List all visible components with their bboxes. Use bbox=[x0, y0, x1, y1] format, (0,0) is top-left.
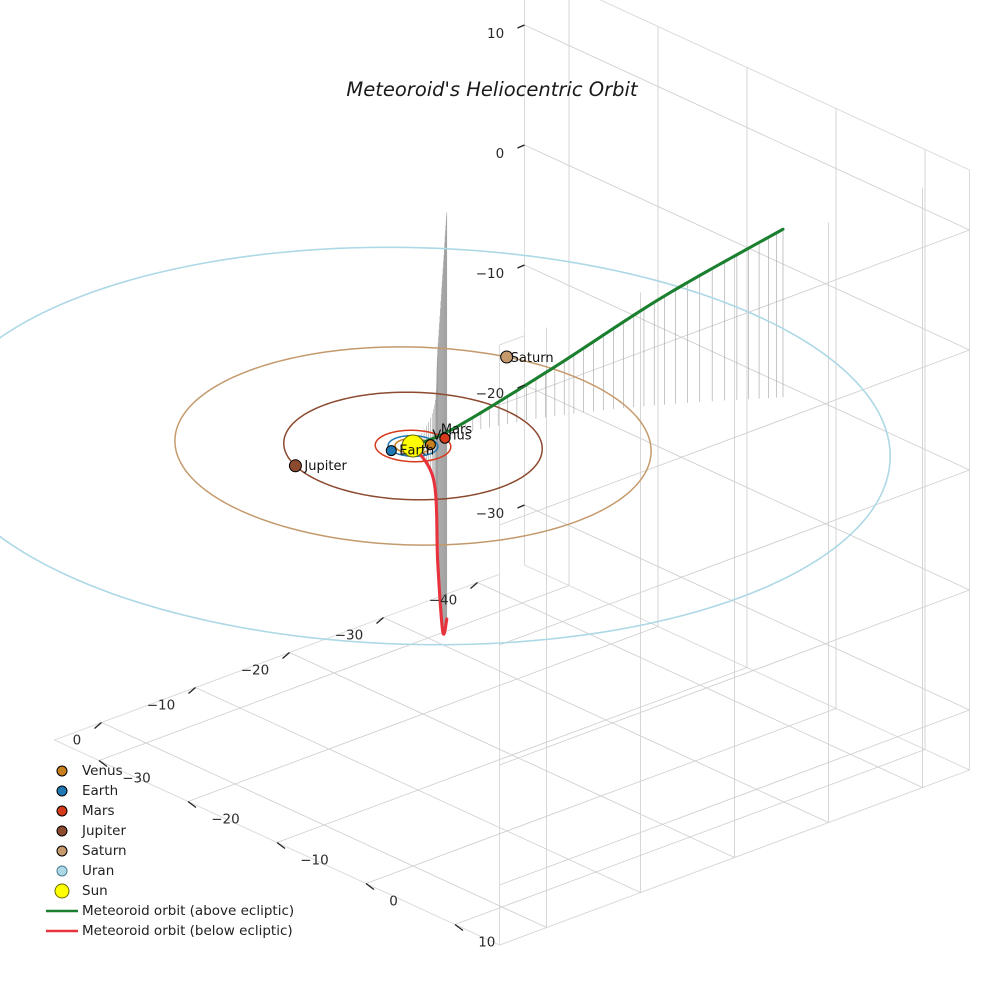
legend[interactable]: Venus Earth Mars Jupiter Saturn Uran Sun Meteor… bbox=[46, 763, 294, 939]
y-tick-label: −30 bbox=[122, 770, 151, 786]
planet-marker-sun bbox=[401, 434, 425, 458]
planet-marker-earth: Earth bbox=[385, 444, 434, 459]
legend-item-label: Venus bbox=[82, 763, 123, 779]
legend-item[interactable]: Sun bbox=[54, 883, 108, 899]
planet-marker-mars: Mars bbox=[439, 422, 473, 444]
x-tick-label: −30 bbox=[335, 627, 364, 643]
meteoroid-orbit-traces bbox=[411, 227, 785, 636]
legend-item[interactable]: Saturn bbox=[56, 843, 127, 859]
y-tick-label: 10 bbox=[478, 934, 495, 950]
planet-label-saturn: Saturn bbox=[511, 351, 554, 366]
x-tick-label: 0 bbox=[73, 732, 82, 748]
legend-item[interactable]: Meteoroid orbit (above ecliptic) bbox=[46, 903, 294, 919]
legend-marker-icon bbox=[56, 865, 68, 877]
legend-marker-icon bbox=[56, 845, 68, 857]
page-title: Meteoroid's Heliocentric Orbit bbox=[346, 78, 639, 101]
planet-marker-saturn: Saturn bbox=[500, 350, 554, 366]
x-tick-label: −20 bbox=[241, 662, 270, 678]
axis-ticks: −40 −30 −20 −10 0 10 0 −10 −20 −30 10 0 −10 −20 −30 bbox=[73, 24, 525, 950]
legend-item[interactable]: Uran bbox=[56, 863, 114, 879]
y-tick-label: −10 bbox=[300, 852, 329, 868]
z-tick-label: −10 bbox=[476, 266, 505, 282]
axes-panes bbox=[53, 0, 971, 946]
z-tick-label: −30 bbox=[476, 506, 505, 522]
legend-item-label: Sun bbox=[82, 883, 108, 899]
y-tick-label: −20 bbox=[211, 811, 240, 827]
meteoroid-above-ecliptic-trace bbox=[411, 227, 785, 448]
x-tick-label: −10 bbox=[147, 697, 176, 713]
legend-marker-icon bbox=[54, 883, 70, 899]
legend-item-label: Mars bbox=[82, 803, 115, 819]
y-tick-label: 0 bbox=[389, 893, 398, 909]
planet-label-earth: Earth bbox=[399, 444, 434, 459]
z-tick-label: 0 bbox=[496, 146, 505, 162]
axes-grid bbox=[98, 0, 970, 928]
legend-marker-icon bbox=[56, 785, 68, 797]
legend-item-label: Saturn bbox=[82, 843, 127, 859]
z-tick-label: 10 bbox=[487, 26, 504, 42]
meteoroid-below-ecliptic-trace bbox=[411, 444, 449, 636]
legend-item-label: Earth bbox=[82, 783, 118, 799]
legend-item-label: Meteoroid orbit (below ecliptic) bbox=[82, 923, 293, 939]
planet-label-mars: Mars bbox=[441, 422, 473, 437]
legend-item-label: Jupiter bbox=[81, 823, 126, 839]
legend-marker-icon bbox=[56, 825, 68, 837]
legend-item[interactable]: Earth bbox=[56, 783, 118, 799]
z-tick-label: −20 bbox=[476, 386, 505, 402]
legend-item[interactable]: Venus bbox=[56, 763, 123, 779]
legend-marker-icon bbox=[56, 765, 68, 777]
legend-item[interactable]: Jupiter bbox=[56, 823, 126, 839]
legend-item[interactable]: Mars bbox=[56, 803, 115, 819]
planet-label-jupiter: Jupiter bbox=[303, 459, 347, 474]
legend-item[interactable]: Meteoroid orbit (below ecliptic) bbox=[46, 923, 293, 939]
legend-item-label: Uran bbox=[82, 863, 114, 879]
x-tick-label: −40 bbox=[429, 592, 458, 608]
legend-marker-icon bbox=[56, 805, 68, 817]
legend-item-label: Meteoroid orbit (above ecliptic) bbox=[82, 903, 294, 919]
planet-marker-jupiter: Jupiter bbox=[288, 459, 347, 474]
